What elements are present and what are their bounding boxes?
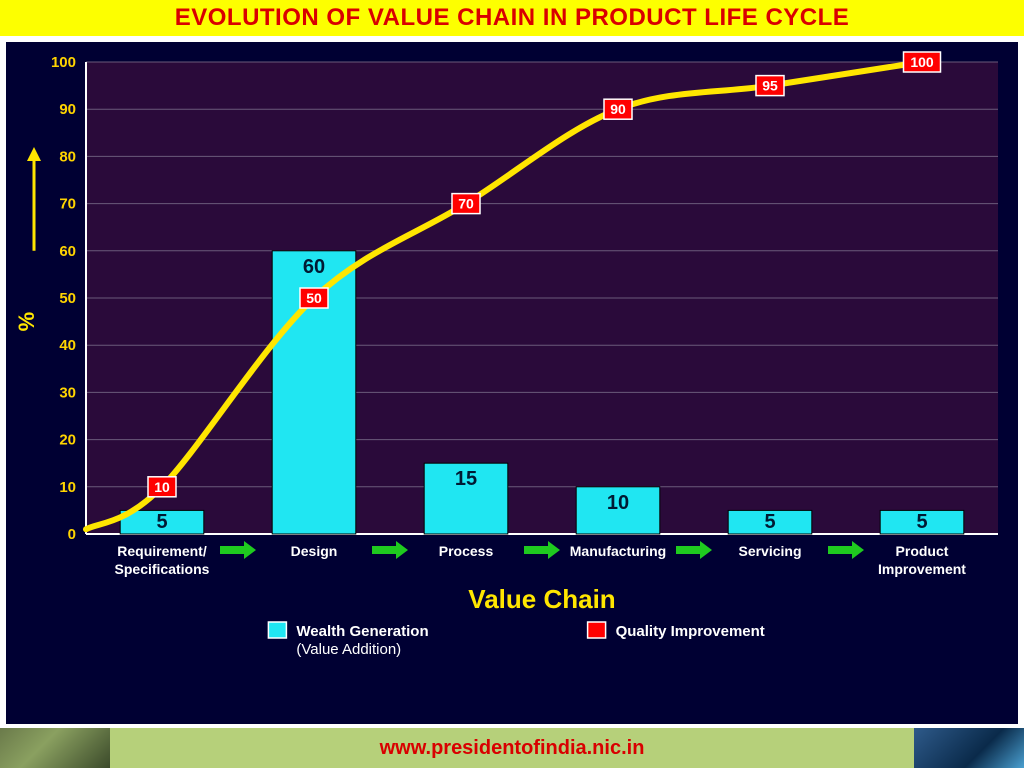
category-label: Design: [291, 543, 338, 559]
legend-swatch: [268, 622, 286, 638]
line-value-badge: 100: [904, 52, 941, 72]
y-tick-label: 70: [59, 196, 76, 213]
category-label: Specifications: [115, 561, 210, 577]
line-value-badge: 50: [300, 288, 328, 308]
legend-sublabel: (Value Addition): [296, 641, 401, 658]
svg-text:50: 50: [306, 290, 322, 306]
svg-text:100: 100: [910, 54, 934, 70]
y-tick-label: 30: [59, 384, 76, 401]
page-title: EVOLUTION OF VALUE CHAIN IN PRODUCT LIFE…: [175, 4, 850, 32]
bar-value: 5: [916, 511, 927, 533]
x-axis-title: Value Chain: [468, 584, 615, 614]
y-tick-label: 0: [68, 526, 76, 543]
svg-text:95: 95: [762, 78, 778, 94]
y-tick-label: 80: [59, 148, 76, 165]
bar-value: 10: [607, 492, 629, 514]
line-value-badge: 70: [452, 194, 480, 214]
line-value-badge: 10: [148, 477, 176, 497]
bar-value: 60: [303, 256, 325, 278]
svg-text:10: 10: [154, 479, 170, 495]
legend-swatch: [588, 622, 606, 638]
value-chain-chart: 0 10 20 30 40 50 60 70 80 90 100 5 60 15 10 5 5 10 50 70 90 9…: [6, 42, 1018, 724]
y-tick-label: 40: [59, 337, 76, 354]
footer: www.presidentofindia.nic.in: [0, 728, 1024, 768]
chart-panel: 0 10 20 30 40 50 60 70 80 90 100 5 60 15 10 5 5 10 50 70 90 9…: [6, 42, 1018, 724]
slide-root: EVOLUTION OF VALUE CHAIN IN PRODUCT LIFE…: [0, 0, 1024, 768]
legend-label: Wealth Generation: [296, 623, 428, 640]
y-tick-label: 60: [59, 243, 76, 260]
y-tick-label: 20: [59, 432, 76, 449]
category-label: Process: [439, 543, 494, 559]
category-label: Servicing: [738, 543, 801, 559]
bar-value: 5: [156, 511, 167, 533]
footer-photo-right: [914, 728, 1024, 768]
svg-text:70: 70: [458, 196, 474, 212]
y-tick-label: 100: [51, 54, 76, 71]
line-value-badge: 95: [756, 76, 784, 96]
legend-label: Quality Improvement: [616, 623, 765, 640]
svg-text:90: 90: [610, 101, 626, 117]
y-axis-title: %: [14, 312, 39, 332]
bar-value: 5: [764, 511, 775, 533]
line-value-badge: 90: [604, 99, 632, 119]
category-label: Manufacturing: [570, 543, 666, 559]
bar-value: 15: [455, 468, 477, 490]
footer-url: www.presidentofindia.nic.in: [380, 737, 645, 760]
footer-photo-left: [0, 728, 110, 768]
category-label: Product: [896, 543, 949, 559]
title-bar: EVOLUTION OF VALUE CHAIN IN PRODUCT LIFE…: [0, 0, 1024, 36]
category-label: Requirement/: [117, 543, 207, 559]
y-tick-label: 50: [59, 290, 76, 307]
y-tick-label: 90: [59, 101, 76, 118]
category-label: Improvement: [878, 561, 966, 577]
y-tick-label: 10: [59, 479, 76, 496]
